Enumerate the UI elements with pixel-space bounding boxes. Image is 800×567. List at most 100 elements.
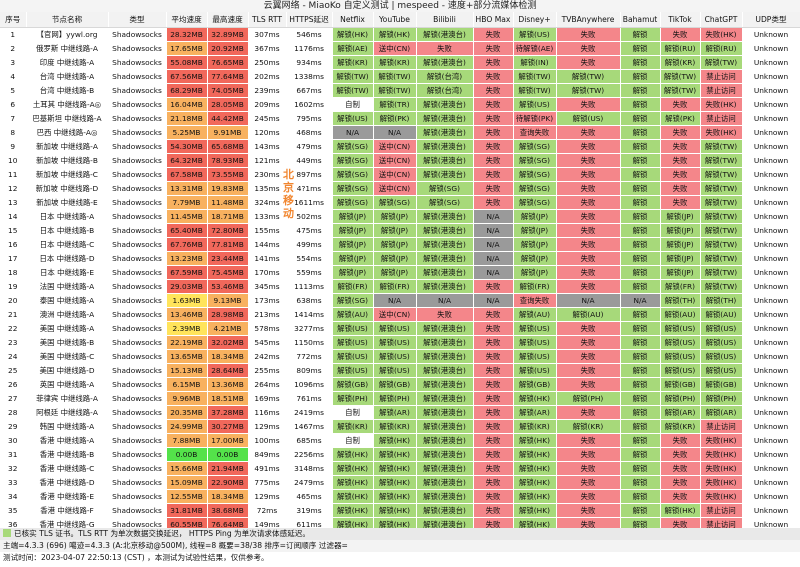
column-header[interactable]: Netflix	[332, 12, 374, 28]
table-row[interactable]: 16 日本 中继线路-C Shadowsocks 67.76MB 77.81MB 144m…	[0, 237, 800, 252]
protocol-type: Shadowsocks	[108, 461, 167, 476]
unlock-status: 失败	[556, 153, 621, 168]
table-row[interactable]: 23 美国 中继线路-B Shadowsocks 22.19MB 32.02MB 545m…	[0, 335, 800, 350]
protocol-type: Shadowsocks	[108, 167, 167, 182]
unlock-status: 失败	[473, 181, 514, 196]
column-header[interactable]: 最高速度	[207, 12, 249, 28]
unlock-status: 解锁(港澳台)	[416, 237, 474, 252]
protocol-type: Shadowsocks	[108, 209, 167, 224]
unlock-status: 解锁(US)	[660, 349, 701, 364]
table-row[interactable]: 12 新加坡 中继线路-D Shadowsocks 13.31MB 19.83MB 135…	[0, 181, 800, 196]
column-header[interactable]: Disney+	[513, 12, 557, 28]
avg-speed: 17.65MB	[166, 41, 208, 56]
table-row[interactable]: 19 法国 中继线路-A Shadowsocks 29.03MB 53.46MB 345m…	[0, 279, 800, 294]
column-header[interactable]: 序号	[0, 12, 27, 28]
table-row[interactable]: 29 韩国 中继线路-A Shadowsocks 24.99MB 30.27MB 129m…	[0, 419, 800, 434]
table-row[interactable]: 18 日本 中继线路-E Shadowsocks 67.59MB 75.45MB 170m…	[0, 265, 800, 280]
node-name: 阿根廷 中继线路-A	[26, 405, 109, 420]
unlock-status: 解锁(HK)	[332, 475, 374, 490]
protocol-type: Shadowsocks	[108, 237, 167, 252]
unlock-status: 失败	[473, 489, 514, 504]
protocol-type: Shadowsocks	[108, 433, 167, 448]
unlock-status: 解锁(US)	[373, 349, 417, 364]
table-row[interactable]: 32 香港 中继线路-C Shadowsocks 15.66MB 21.94MB 491m…	[0, 461, 800, 476]
row-index: 23	[0, 335, 27, 350]
unlock-status: 解锁(US)	[373, 363, 417, 378]
protocol-type: Shadowsocks	[108, 475, 167, 490]
table-row[interactable]: 14 日本 中继线路-A Shadowsocks 11.45MB 18.71MB 133m…	[0, 209, 800, 224]
table-row[interactable]: 24 美国 中继线路-C Shadowsocks 13.65MB 18.34MB 242m…	[0, 349, 800, 364]
column-header[interactable]: YouTube	[373, 12, 417, 28]
table-row[interactable]: 31 香港 中继线路-B Shadowsocks 0.00B 0.00B 849ms 225…	[0, 447, 800, 462]
unlock-status: 失败	[473, 69, 514, 84]
protocol-type: Shadowsocks	[108, 377, 167, 392]
table-row[interactable]: 5 台湾 中继线路-B Shadowsocks 68.29MB 74.05MB 239ms…	[0, 83, 800, 98]
column-header[interactable]: TVBAnywhere	[556, 12, 621, 28]
table-row[interactable]: 20 泰国 中继线路-A Shadowsocks 1.63MB 9.13MB 173ms 6…	[0, 293, 800, 308]
column-header[interactable]: 类型	[108, 12, 167, 28]
node-name: 美国 中继线路-C	[26, 349, 109, 364]
column-header[interactable]: ChatGPT	[700, 12, 743, 28]
unlock-status: 解锁(GB)	[660, 377, 701, 392]
column-header[interactable]: HTTPS延迟	[286, 12, 333, 28]
table-row[interactable]: 6 土耳其 中继线路-A◎ Shadowsocks 16.04MB 28.05MB 209…	[0, 97, 800, 112]
column-header[interactable]: 节点名称	[26, 12, 109, 28]
table-row[interactable]: 13 新加坡 中继线路-E Shadowsocks 7.79MB 11.48MB 324m…	[0, 195, 800, 210]
column-header[interactable]: 平均速度	[166, 12, 208, 28]
column-header[interactable]: UDP类型	[742, 12, 800, 28]
node-name: 巴西 中继线路-A◎	[26, 125, 109, 140]
unlock-status: 解锁(港澳台)	[416, 321, 474, 336]
table-row[interactable]: 34 香港 中继线路-E Shadowsocks 12.55MB 18.34MB 129m…	[0, 489, 800, 504]
column-header[interactable]: TLS RTT	[248, 12, 287, 28]
avg-speed: 54.30MB	[166, 139, 208, 154]
table-row[interactable]: 1 【官网】yywl.org Shadowsocks 28.32MB 32.89MB 30…	[0, 27, 800, 42]
table-row[interactable]: 17 日本 中继线路-D Shadowsocks 13.23MB 23.44MB 141m…	[0, 251, 800, 266]
table-row[interactable]: 26 英国 中继线路-A Shadowsocks 6.15MB 13.36MB 264ms…	[0, 377, 800, 392]
unlock-status: 失败	[556, 321, 621, 336]
table-row[interactable]: 21 澳洲 中继线路-A Shadowsocks 13.46MB 28.98MB 213m…	[0, 307, 800, 322]
table-row[interactable]: 4 台湾 中继线路-A Shadowsocks 67.56MB 77.64MB 202ms…	[0, 69, 800, 84]
unlock-status: 解锁	[620, 363, 661, 378]
avg-speed: 21.18MB	[166, 111, 208, 126]
unlock-status: 自制	[332, 97, 374, 112]
https-latency: 499ms	[286, 237, 333, 252]
tls-rtt: 307ms	[248, 27, 287, 42]
column-header[interactable]: Bilibili	[416, 12, 474, 28]
row-index: 17	[0, 251, 27, 266]
table-row[interactable]: 33 香港 中继线路-D Shadowsocks 15.09MB 22.90MB 775m…	[0, 475, 800, 490]
table-row[interactable]: 35 香港 中继线路-F Shadowsocks 31.81MB 38.68MB 72ms…	[0, 503, 800, 518]
column-header[interactable]: TikTok	[660, 12, 701, 28]
table-row[interactable]: 2 俄罗斯 中继线路-A Shadowsocks 17.65MB 20.92MB 367m…	[0, 41, 800, 56]
table-row[interactable]: 9 新加坡 中继线路-A Shadowsocks 54.30MB 65.68MB 143m…	[0, 139, 800, 154]
row-index: 11	[0, 167, 27, 182]
unlock-status: 解锁	[620, 279, 661, 294]
table-row[interactable]: 28 阿根廷 中继线路-A Shadowsocks 20.35MB 37.28MB 116…	[0, 405, 800, 420]
table-row[interactable]: 10 新加坡 中继线路-B Shadowsocks 64.32MB 78.93MB 121…	[0, 153, 800, 168]
table-row[interactable]: 7 巴基斯坦 中继线路-A Shadowsocks 21.18MB 44.42MB 245…	[0, 111, 800, 126]
table-row[interactable]: 15 日本 中继线路-B Shadowsocks 65.40MB 72.80MB 155m…	[0, 223, 800, 238]
unlock-status: 解锁	[620, 503, 661, 518]
table-row[interactable]: 8 巴西 中继线路-A◎ Shadowsocks 5.25MB 9.91MB 120ms 4…	[0, 125, 800, 140]
unlock-status: 解锁(港澳台)	[416, 489, 474, 504]
row-index: 5	[0, 83, 27, 98]
table-row[interactable]: 27 菲律宾 中继线路-A Shadowsocks 9.96MB 18.51MB 169m…	[0, 391, 800, 406]
unlock-status: 失败	[556, 27, 621, 42]
table-row[interactable]: 3 印度 中继线路-A Shadowsocks 55.08MB 76.65MB 250ms…	[0, 55, 800, 70]
unlock-status: 失败	[556, 279, 621, 294]
unlock-status: 失败	[473, 335, 514, 350]
unlock-status: 解锁(AU)	[332, 307, 374, 322]
column-header[interactable]: HBO Max	[473, 12, 514, 28]
unlock-status: 解锁(SG)	[332, 139, 374, 154]
unlock-status: 解锁(HK)	[332, 447, 374, 462]
column-header[interactable]: Bahamut	[620, 12, 661, 28]
unlock-status: 解锁(JP)	[373, 265, 417, 280]
udp-type: Unknown	[742, 209, 800, 224]
table-row[interactable]: 25 美国 中继线路-D Shadowsocks 15.13MB 28.64MB 255m…	[0, 363, 800, 378]
unlock-status: 送中(CN)	[373, 307, 417, 322]
table-row[interactable]: 11 新加坡 中继线路-C Shadowsocks 67.58MB 73.55MB 230…	[0, 167, 800, 182]
unlock-status: 解锁(KR)	[373, 55, 417, 70]
tls-rtt: 120ms	[248, 125, 287, 140]
unlock-status: 解锁(TW)	[513, 69, 557, 84]
table-row[interactable]: 22 美国 中继线路-A Shadowsocks 2.39MB 4.21MB 578ms 3…	[0, 321, 800, 336]
table-row[interactable]: 30 香港 中继线路-A Shadowsocks 7.88MB 17.00MB 100ms…	[0, 433, 800, 448]
